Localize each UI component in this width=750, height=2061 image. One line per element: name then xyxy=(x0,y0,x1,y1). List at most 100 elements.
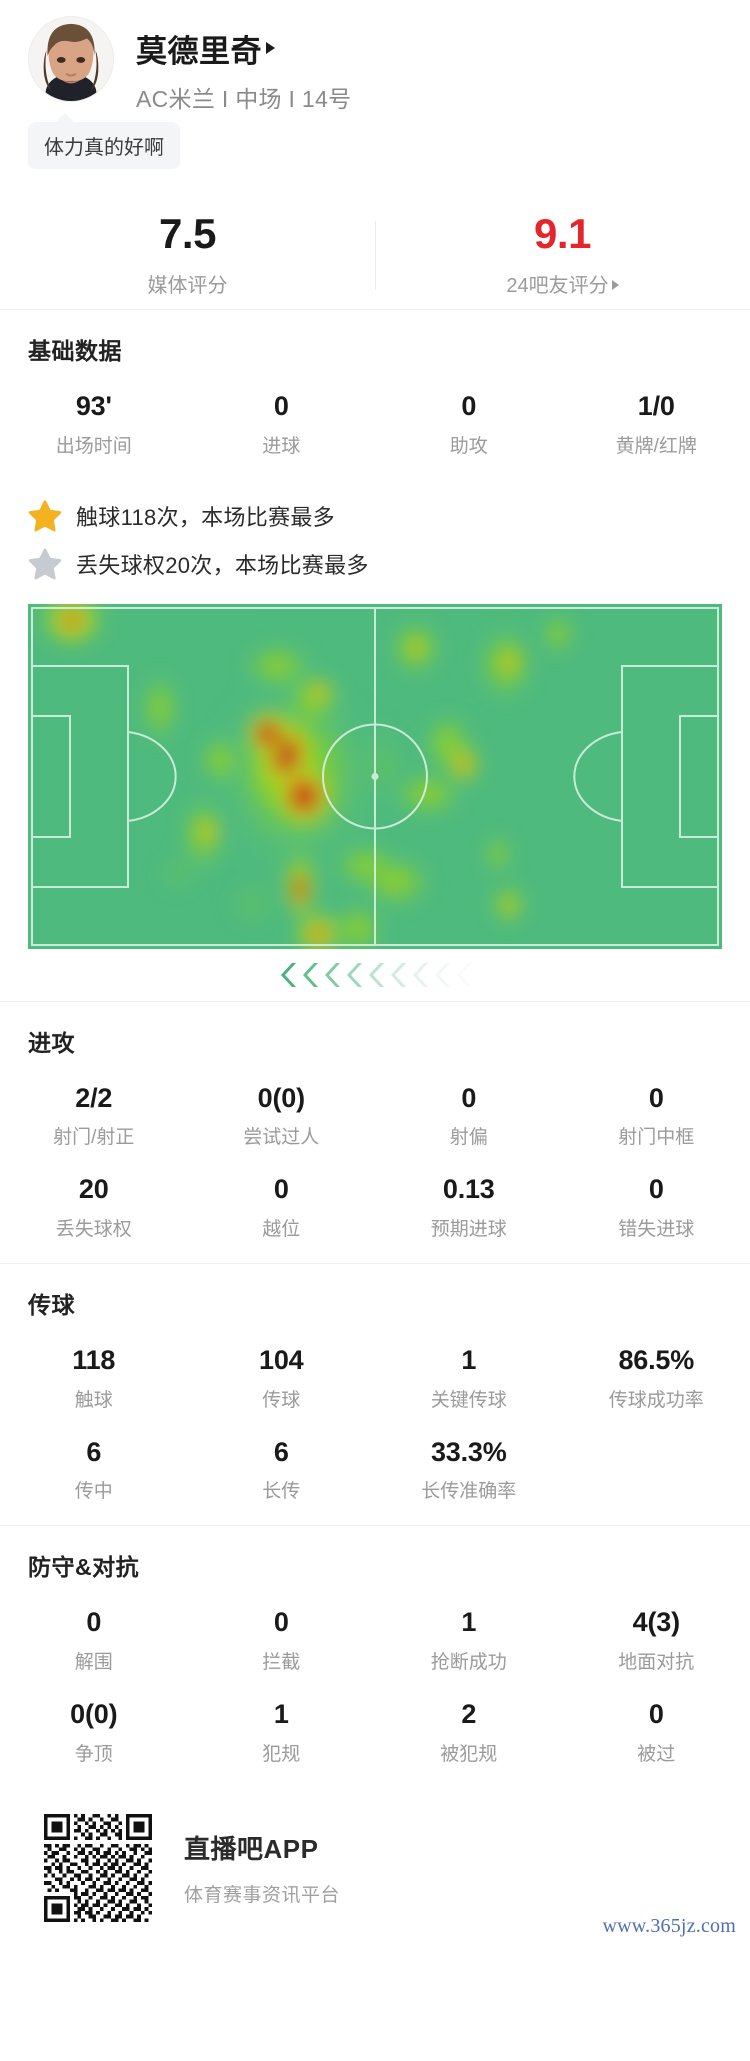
rating-fans-label[interactable]: 24吧友评分 xyxy=(506,269,619,298)
app-footer: 直播吧APP 体育赛事资讯平台 www.365jz.com xyxy=(0,1788,750,1937)
chevrons-left-icon xyxy=(325,962,340,987)
stat-value: 93' xyxy=(75,391,112,421)
stat-value: 86.5% xyxy=(618,1345,695,1376)
stat-cell: 118 触球 xyxy=(0,1334,188,1426)
rating-media-label-text: 媒体评分 xyxy=(147,274,228,297)
rating-fans-label-text: 24吧友评分 xyxy=(506,274,609,297)
section-title-basic: 基础数据 xyxy=(28,338,122,364)
stat-value: 0.13 xyxy=(442,1174,495,1205)
stat-value: 1 xyxy=(461,1345,477,1376)
section-title-passing: 传球 xyxy=(28,1292,75,1319)
stat-label: 丢失球权 xyxy=(55,1219,132,1241)
rating-fans[interactable]: 9.1 24吧友评分 xyxy=(375,212,750,298)
rating-media-label: 媒体评分 xyxy=(148,269,228,298)
app-name: 直播吧APP xyxy=(184,1833,319,1864)
stat-cell: 2 被犯规 xyxy=(375,1688,563,1780)
stat-value: 2 xyxy=(461,1699,477,1730)
section-title-defense: 防守&对抗 xyxy=(28,1554,140,1581)
stat-cell: 1/0 黄牌/红牌 xyxy=(563,380,750,472)
avatar[interactable] xyxy=(28,16,114,102)
triangle-right-icon[interactable] xyxy=(611,280,619,291)
rating-media: 7.5 媒体评分 xyxy=(0,212,375,298)
stat-value: 118 xyxy=(72,1345,116,1376)
watermark: www.365jz.com xyxy=(602,1914,736,1937)
stat-label: 解围 xyxy=(74,1652,113,1674)
chevrons-left-icon xyxy=(303,962,318,987)
heatmap-layer xyxy=(38,603,576,949)
stat-label: 长传 xyxy=(262,1481,301,1503)
stat-value: 1 xyxy=(273,1699,289,1730)
qr-code-icon[interactable] xyxy=(44,1813,152,1922)
stat-value: 0 xyxy=(461,1082,477,1113)
stat-label: 关键传球 xyxy=(430,1389,507,1411)
stat-label: 长传准确率 xyxy=(421,1481,517,1503)
badge-text: 触球118次，本场比赛最多 xyxy=(76,504,335,530)
stat-cell: 0(0) 争顶 xyxy=(0,1688,188,1780)
chevrons-left-icon xyxy=(281,962,296,987)
divider xyxy=(0,309,750,310)
stat-label: 助攻 xyxy=(449,435,488,457)
stat-label: 争顶 xyxy=(74,1743,113,1765)
stat-value: 1/0 xyxy=(637,391,675,421)
triangle-right-icon[interactable] xyxy=(266,41,275,54)
chevrons-left-icon xyxy=(435,962,450,987)
qr-code-matrix xyxy=(44,1813,152,1922)
app-subtitle: 体育赛事资讯平台 xyxy=(184,1884,341,1906)
stat-cell: 2/2 射门/射正 xyxy=(0,1072,188,1164)
divider xyxy=(0,1525,750,1527)
heatmap-wrap xyxy=(0,603,750,949)
player-avatar-icon xyxy=(29,17,113,101)
chevrons-left-icon xyxy=(347,962,362,987)
stat-cell: 0 错失进球 xyxy=(563,1163,750,1255)
chevrons-left-icon xyxy=(457,962,472,987)
stat-label: 被过 xyxy=(637,1743,676,1765)
comment-bubble[interactable]: 体力真的好啊 xyxy=(28,113,180,169)
stat-label: 射偏 xyxy=(449,1127,488,1149)
stat-grid-basic: 93' 出场时间 0 进球 0 助攻 1/0 黄牌/红牌 xyxy=(0,366,750,480)
star-icon-grey xyxy=(28,548,62,580)
stat-cell-empty xyxy=(563,1426,750,1518)
player-name-block: 莫德里奇 AC米兰 I 中场 I 14号 xyxy=(114,16,351,114)
stat-value: 4(3) xyxy=(632,1607,680,1638)
stat-cell: 0 进球 xyxy=(188,380,376,472)
stat-cell: 20 丢失球权 xyxy=(0,1163,188,1255)
stat-cell: 86.5% 传球成功率 xyxy=(563,1334,750,1426)
stat-cell: 6 传中 xyxy=(0,1426,188,1518)
stat-value: 0 xyxy=(86,1607,102,1638)
chevrons-left-icon xyxy=(391,962,406,987)
player-header: 莫德里奇 AC米兰 I 中场 I 14号 xyxy=(0,0,750,112)
stat-value: 6 xyxy=(273,1436,289,1467)
badge-text: 丢失球权20次，本场比赛最多 xyxy=(76,552,369,578)
star-icon-gold xyxy=(28,500,62,532)
stat-label: 尝试过人 xyxy=(243,1127,320,1149)
badge-row: 触球118次，本场比赛最多 xyxy=(28,492,750,540)
stat-cell: 0 越位 xyxy=(188,1163,376,1255)
stat-label: 传球 xyxy=(262,1389,301,1411)
stat-value: 6 xyxy=(86,1436,102,1467)
comment-bubble-wrap: 体力真的好啊 xyxy=(0,113,750,169)
stat-cell: 0 射偏 xyxy=(375,1072,563,1164)
stat-value: 0 xyxy=(648,1082,664,1113)
stat-value: 104 xyxy=(259,1345,304,1376)
stat-label: 传中 xyxy=(74,1481,113,1503)
stat-value: 33.3% xyxy=(430,1436,507,1467)
page-title[interactable]: 莫德里奇 xyxy=(136,34,262,69)
footer-text: 直播吧APP 体育赛事资讯平台 xyxy=(184,1829,340,1907)
stat-cell: 104 传球 xyxy=(188,1334,376,1426)
stat-value: 2/2 xyxy=(75,1082,113,1113)
pitch-heatmap[interactable] xyxy=(28,603,722,949)
stat-cell: 0 解围 xyxy=(0,1596,188,1688)
stat-label: 黄牌/红牌 xyxy=(615,435,697,457)
stat-value: 0(0) xyxy=(70,1699,118,1730)
stat-label: 射门中框 xyxy=(618,1127,695,1149)
stat-label: 错失进球 xyxy=(618,1219,695,1241)
stat-grid-passing: 118 触球 104 传球 1 关键传球 86.5% 传球成功率 6 传中 6 … xyxy=(0,1320,750,1525)
stat-value: 0 xyxy=(273,1174,289,1205)
stat-cell: 33.3% 长传准确率 xyxy=(375,1426,563,1518)
stat-label: 出场时间 xyxy=(55,435,132,457)
chevrons-left-icon xyxy=(413,962,428,987)
stat-value: 1 xyxy=(461,1607,477,1638)
section-title-attack: 进攻 xyxy=(28,1029,75,1056)
chevrons-left-icon xyxy=(369,962,384,987)
stat-cell: 4(3) 地面对抗 xyxy=(563,1596,750,1688)
